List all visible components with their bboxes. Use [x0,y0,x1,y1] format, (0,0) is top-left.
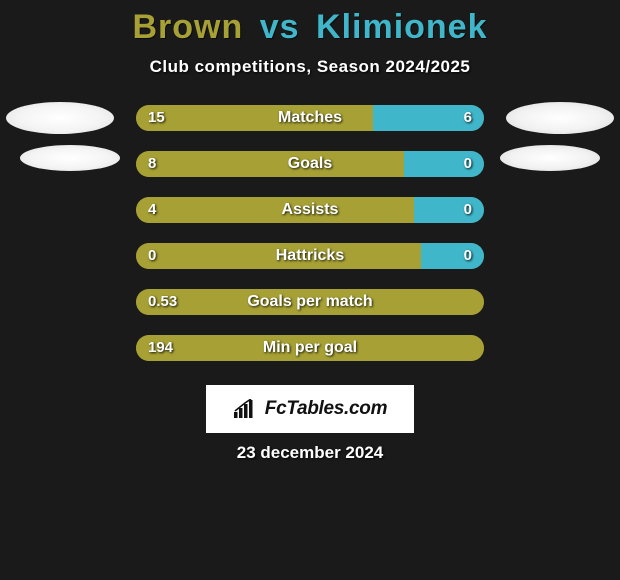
stat-rows: Matches 15 6 Goals 8 0 Assists 4 0 [0,105,620,381]
bar-track [136,335,484,361]
bar-track [136,105,484,131]
vs-label: vs [260,8,300,46]
bar-track [136,243,484,269]
stat-row: Goals per match 0.53 [0,289,620,335]
date-label: 23 december 2024 [0,443,620,463]
player2-name: Klimionek [316,8,487,46]
brand-box[interactable]: FcTables.com [206,385,414,433]
bar-track [136,151,484,177]
comparison-card: Brown vs Klimionek Club competitions, Se… [0,0,620,580]
stat-left-value: 0.53 [148,289,177,315]
bar-left [136,289,484,315]
page-title: Brown vs Klimionek [0,8,620,47]
stat-row: Goals 8 0 [0,151,620,197]
stat-row: Assists 4 0 [0,197,620,243]
subtitle: Club competitions, Season 2024/2025 [0,57,620,77]
player1-avatar-small [20,145,120,171]
bar-left [136,335,484,361]
player2-avatar [506,102,614,134]
stat-right-value: 0 [464,197,472,223]
stat-left-value: 4 [148,197,156,223]
stat-left-value: 194 [148,335,173,361]
stat-row: Min per goal 194 [0,335,620,381]
bar-track [136,289,484,315]
stat-row: Matches 15 6 [0,105,620,151]
stat-row: Hattricks 0 0 [0,243,620,289]
stat-left-value: 8 [148,151,156,177]
player1-name: Brown [133,8,244,46]
bar-right [414,197,484,223]
bar-track [136,197,484,223]
bar-right [421,243,484,269]
brand-text: FcTables.com [265,398,387,420]
stat-left-value: 15 [148,105,165,131]
player1-avatar [6,102,114,134]
stat-right-value: 0 [464,151,472,177]
player2-avatar-small [500,145,600,171]
stat-left-value: 0 [148,243,156,269]
bar-left [136,105,373,131]
stat-right-value: 6 [464,105,472,131]
bar-left [136,243,421,269]
bar-left [136,197,414,223]
stat-right-value: 0 [464,243,472,269]
bars-signal-icon [233,399,259,419]
bar-left [136,151,404,177]
